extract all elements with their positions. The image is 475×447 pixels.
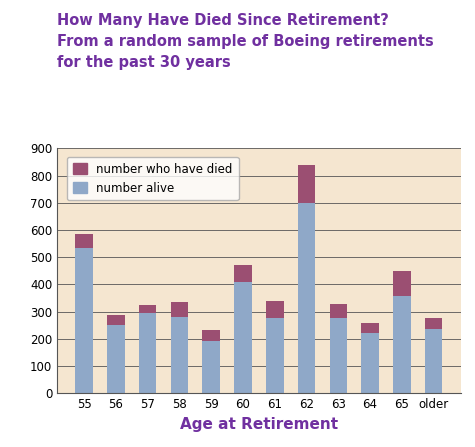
Bar <box>298 203 315 393</box>
Bar <box>234 266 252 282</box>
Text: How Many Have Died Since Retirement?
From a random sample of Boeing retirements
: How Many Have Died Since Retirement? Fro… <box>57 13 434 71</box>
Bar <box>76 234 93 248</box>
Bar <box>76 248 93 393</box>
Bar <box>171 317 188 393</box>
X-axis label: Age at Retirement: Age at Retirement <box>180 417 338 432</box>
Bar <box>393 271 410 296</box>
Bar <box>202 330 220 341</box>
Bar <box>298 164 315 203</box>
Bar <box>393 296 410 393</box>
Bar <box>107 325 124 393</box>
Bar <box>330 304 347 319</box>
Bar <box>139 305 156 313</box>
Bar <box>425 318 442 329</box>
Bar <box>361 323 379 333</box>
Legend: number who have died, number alive: number who have died, number alive <box>67 157 239 200</box>
Bar <box>361 333 379 393</box>
Bar <box>107 315 124 325</box>
Bar <box>330 319 347 393</box>
Bar <box>266 319 284 393</box>
Bar <box>139 313 156 393</box>
Bar <box>266 301 284 319</box>
Bar <box>234 282 252 393</box>
Bar <box>425 329 442 393</box>
Bar <box>202 341 220 393</box>
Bar <box>171 302 188 317</box>
